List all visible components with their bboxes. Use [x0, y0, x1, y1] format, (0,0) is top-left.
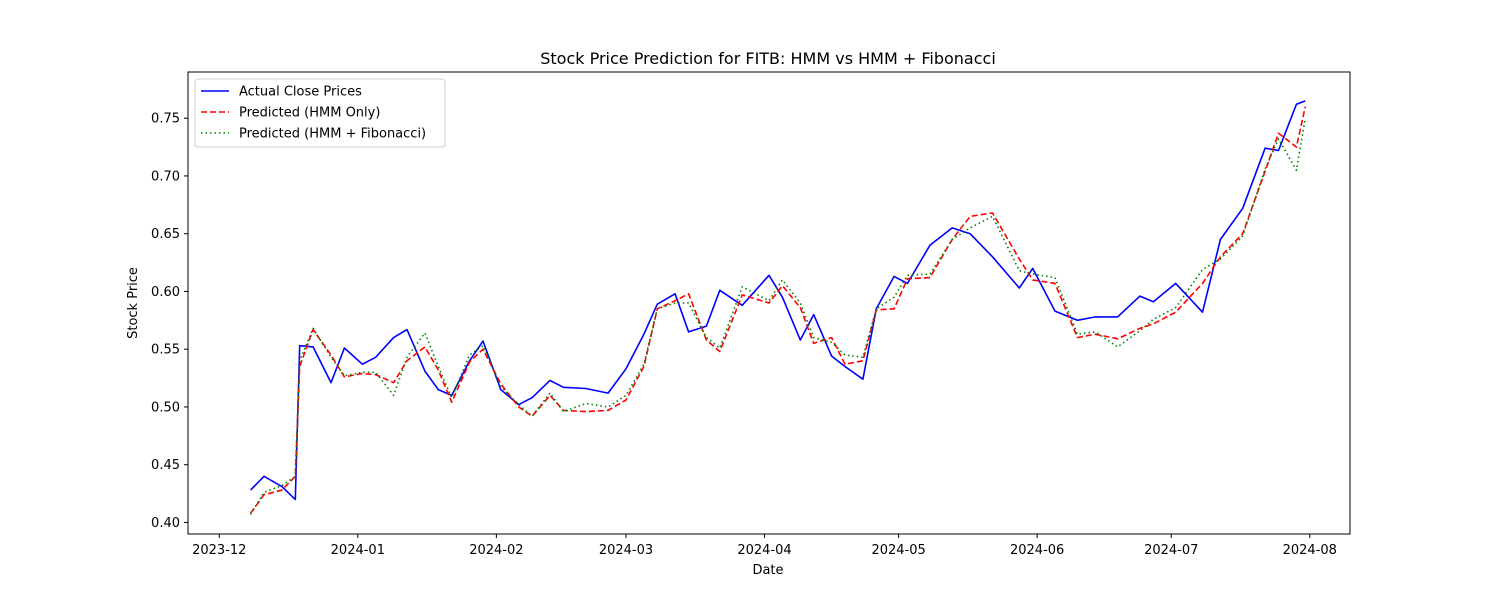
series-line-1	[250, 100, 1306, 501]
x-tick-label: 2024-01	[331, 543, 385, 558]
y-tick-label: 0.50	[151, 400, 180, 415]
x-axis-title: Date	[752, 563, 783, 578]
plot-frame	[187, 71, 1351, 535]
y-tick-label: 0.70	[151, 169, 180, 184]
y-tick-label: 0.40	[151, 516, 180, 531]
legend-label-2: Predicted (HMM Only)	[239, 106, 380, 121]
y-tick-label: 0.65	[151, 227, 180, 242]
x-tick-label: 2023-12	[192, 543, 246, 558]
y-tick-label: 0.55	[151, 343, 180, 358]
y-tick-label: 0.45	[151, 458, 180, 473]
axis-ticks: 2023-12 2024-01 2024-02 2024-03 2024-04 2024-…	[151, 112, 1337, 558]
x-tick-label: 2024-05	[871, 543, 925, 558]
legend-label-1: Actual Close Prices	[239, 85, 362, 100]
plot-area	[249, 100, 1307, 515]
x-tick-label: 2024-02	[469, 543, 523, 558]
chart-title: Stock Price Prediction for FITB: HMM vs …	[540, 49, 996, 68]
x-tick-label: 2024-07	[1144, 543, 1198, 558]
series-line-2	[249, 106, 1307, 514]
x-tick-label: 2024-08	[1283, 543, 1337, 558]
y-tick-label: 0.75	[151, 112, 180, 127]
x-tick-label: 2024-04	[737, 543, 791, 558]
y-tick-label: 0.60	[151, 285, 180, 300]
series-line-3	[249, 118, 1307, 515]
legend: Actual Close Prices Predicted (HMM Only) P…	[194, 78, 446, 148]
legend-box	[194, 78, 446, 148]
x-tick-label: 2024-03	[599, 543, 653, 558]
y-axis-title: Stock Price	[126, 267, 141, 339]
legend-label-3: Predicted (HMM + Fibonacci)	[239, 127, 426, 142]
x-tick-label: 2024-06	[1010, 543, 1064, 558]
